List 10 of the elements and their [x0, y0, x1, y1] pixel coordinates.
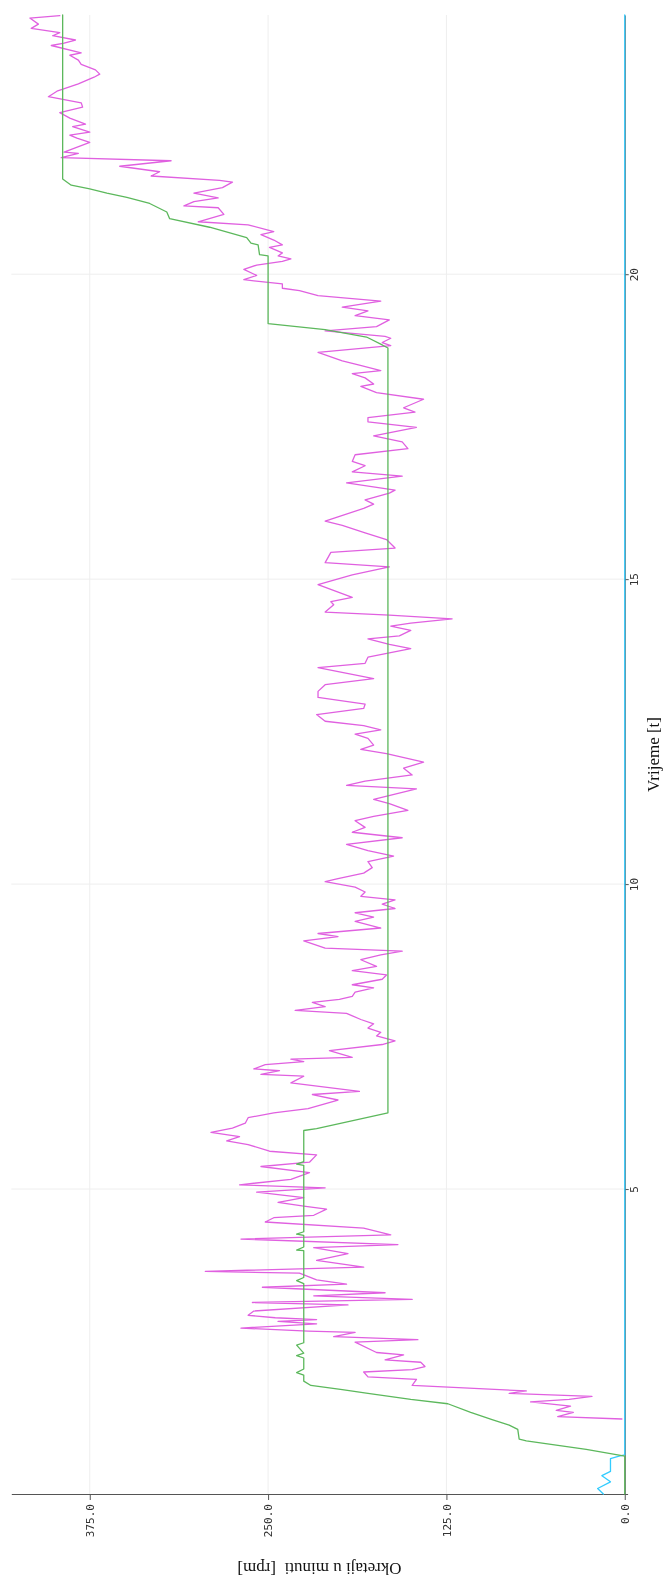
y-tick-label: 10	[627, 877, 641, 892]
y-tick-label: 15	[627, 573, 641, 587]
x-tick-label: 0.0	[619, 1504, 633, 1524]
x-axis-title: Okretaji u minuti [rpm]	[237, 1559, 402, 1578]
y-tick-label: 5	[627, 1186, 641, 1193]
y-tick-label: 20	[627, 268, 641, 282]
y-axis-title: Vrijeme [t]	[644, 717, 663, 792]
x-tick-label: 125.0	[440, 1504, 454, 1538]
x-tick-label: 375.0	[84, 1504, 98, 1538]
x-tick-label: 250.0	[262, 1504, 276, 1538]
